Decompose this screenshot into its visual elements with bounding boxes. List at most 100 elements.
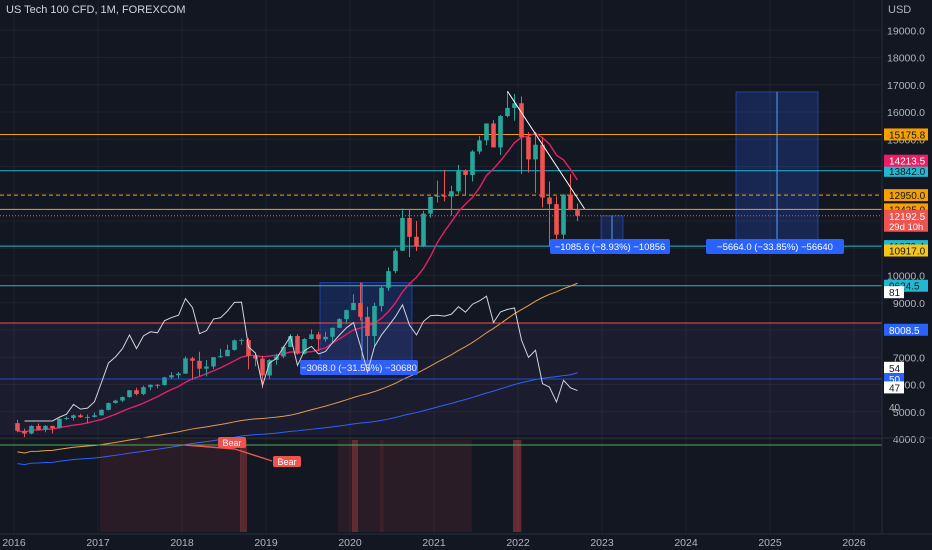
measure-label: −5664.0 (−33.85%) −56640	[717, 242, 833, 253]
candle-body	[421, 213, 426, 247]
rsi-overbought-zone	[100, 440, 241, 532]
rsi-divergence-zone	[513, 440, 521, 532]
candle-body	[169, 375, 174, 378]
time-axis-label: 2017	[86, 537, 110, 549]
candle-body	[554, 204, 559, 235]
time-axis-label: 2026	[842, 537, 866, 549]
bear-label-bg	[273, 456, 301, 467]
candle-body	[50, 425, 55, 429]
candle-body	[484, 123, 489, 141]
price-badge-label: 14213.5	[889, 157, 926, 168]
candle-body	[281, 346, 286, 357]
time-axis-label: 2022	[506, 537, 530, 549]
candle-body	[477, 140, 482, 152]
candle-body	[505, 107, 510, 117]
candle-body	[211, 357, 216, 367]
measure-label-bg	[300, 360, 418, 375]
rsi-overbought-zone	[380, 440, 472, 532]
candle-body	[134, 390, 139, 395]
trend-line	[507, 91, 585, 210]
candle-body	[148, 384, 153, 388]
candle-body	[260, 358, 265, 376]
price-badge-label: 12192.5	[889, 212, 926, 223]
rsi-badge-bg	[884, 361, 904, 374]
candle-body	[113, 400, 118, 404]
level-badge-label: 12950.0	[889, 191, 926, 202]
candle-body	[351, 303, 356, 311]
candle-body	[183, 358, 188, 374]
price-badge-bg	[884, 244, 928, 257]
time-axis-label: 2020	[338, 537, 362, 549]
measure-label-bg	[550, 239, 670, 254]
time-axis-label: 2024	[674, 537, 698, 549]
candle-body	[204, 366, 209, 369]
ma-slow-line	[17, 372, 578, 466]
candle-body	[302, 338, 307, 354]
level-badge-bg	[884, 189, 928, 202]
price-axis-label: 16000.0	[887, 107, 925, 119]
candle-body	[379, 287, 384, 307]
price-axis-label: 5000.0	[893, 407, 925, 419]
candle-body	[533, 144, 538, 160]
candle-body	[253, 355, 258, 359]
measure-label: −1085.6 (−8.93%) −10856	[555, 242, 666, 253]
price-badge-bg	[884, 209, 928, 232]
candle-body	[29, 425, 34, 434]
chart-title: US Tech 100 CFD, 1M, FOREXCOM	[6, 4, 186, 16]
candle-body	[449, 191, 454, 197]
candle-body	[519, 103, 524, 138]
candle-body	[22, 430, 27, 434]
level-badge-label: 15175.8	[889, 130, 926, 141]
candle-body	[232, 340, 237, 350]
candle-body	[155, 384, 160, 386]
candle-body	[295, 335, 300, 354]
candle-body	[414, 236, 419, 247]
candle-body	[99, 409, 104, 416]
candle-body	[288, 335, 293, 347]
candle-body	[176, 373, 181, 376]
level-badge-label: 9624.5	[889, 282, 920, 293]
rsi-badge-label: 50	[889, 375, 901, 386]
candle-body	[106, 403, 111, 410]
candle-body	[36, 425, 41, 430]
candle-body	[323, 336, 328, 340]
bear-divergence-line	[234, 448, 273, 462]
candle-body	[400, 218, 405, 251]
bear-label-bg	[218, 437, 246, 448]
measure-label-bg	[706, 239, 844, 254]
candle-body	[71, 415, 76, 419]
candle-body	[386, 271, 391, 288]
level-badge-bg	[884, 164, 928, 177]
candle-body	[456, 170, 461, 192]
level-badge-label: 13842.0	[889, 167, 926, 178]
price-badge-label: 8008.5	[889, 326, 920, 337]
candle-body	[239, 340, 244, 342]
price-badge-bg	[884, 154, 928, 167]
candle-body	[526, 137, 531, 160]
bear-label: Bear	[277, 457, 296, 467]
measure-label: −3068.0 (−31.55%) −30680	[301, 363, 417, 374]
candle-body	[78, 415, 83, 418]
candle-body	[57, 418, 62, 429]
candle-body	[393, 250, 398, 272]
time-axis-label: 2019	[254, 537, 278, 549]
candle-body	[141, 387, 146, 395]
rsi-badge-bg	[884, 286, 904, 299]
candle-body	[547, 197, 552, 205]
ma-mid-line	[17, 282, 578, 454]
candle-body	[470, 151, 475, 175]
candle-body	[568, 194, 573, 211]
rsi-overbought-zone	[338, 440, 384, 532]
price-axis-label: 4000.0	[893, 434, 925, 446]
candle-body	[225, 349, 230, 357]
time-axis-label: 2018	[170, 537, 194, 549]
rsi-overbought-zone	[513, 440, 523, 532]
candle-body	[15, 423, 20, 431]
candle-body	[358, 303, 363, 317]
candle-body	[64, 418, 69, 420]
candle-body	[218, 356, 223, 358]
candle-body	[491, 123, 496, 148]
candle-body	[120, 397, 125, 401]
time-axis-label: 2016	[2, 537, 26, 549]
